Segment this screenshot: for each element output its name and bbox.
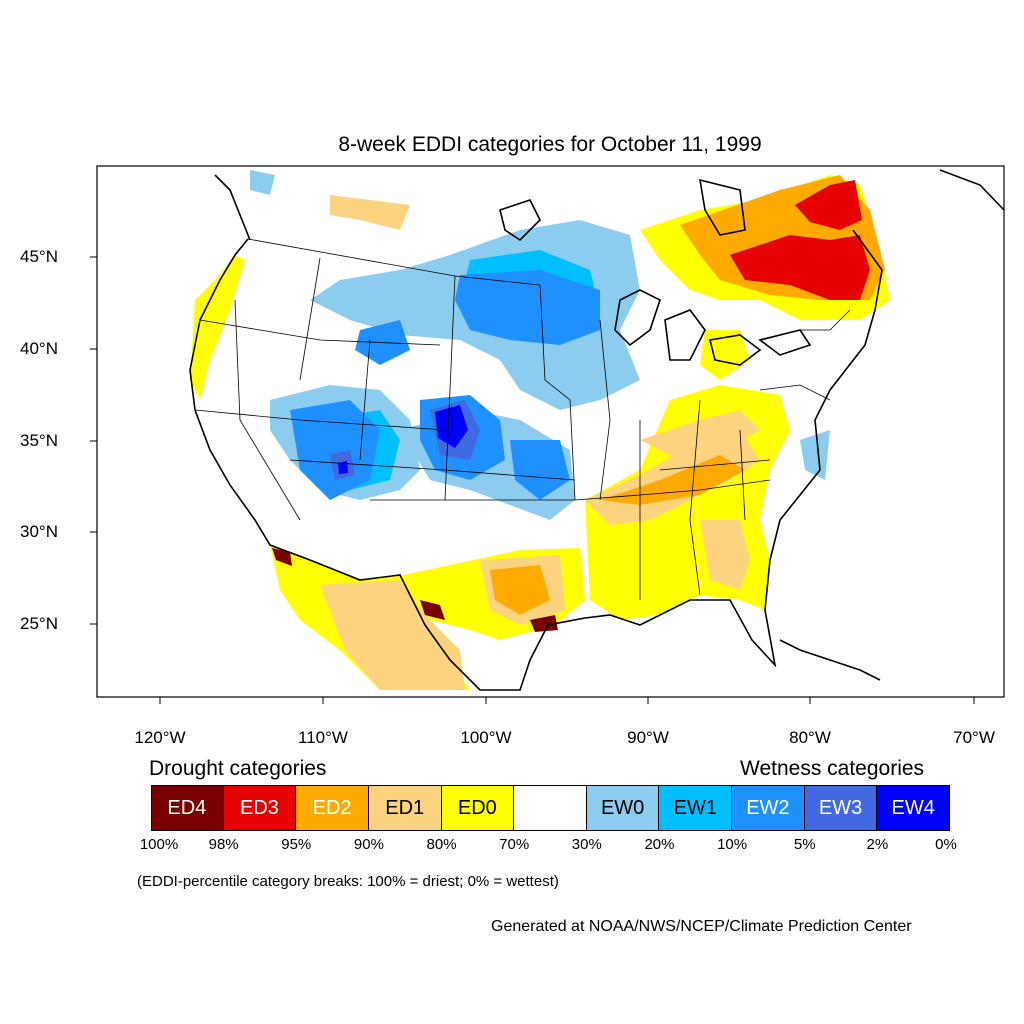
lat-label-35: 35°N: [20, 431, 58, 450]
map-title: 8-week EDDI categories for October 11, 1…: [338, 133, 762, 156]
lat-label-25: 25°N: [20, 614, 58, 633]
percent-break: 90%: [353, 836, 384, 853]
lat-label-45: 45°N: [20, 247, 58, 266]
percent-break: 30%: [571, 836, 602, 853]
legend-box-ed4: ED4: [151, 785, 224, 831]
percent-break: 0%: [935, 836, 957, 853]
percent-break: 80%: [426, 836, 457, 853]
credit-line: Generated at NOAA/NWS/NCEP/Climate Predi…: [491, 918, 912, 935]
lon-label-90: 90°W: [627, 728, 669, 747]
legend-box-ed0: ED0: [441, 785, 515, 831]
ed4-regions: [272, 548, 558, 632]
percent-break: 98%: [208, 836, 239, 853]
percent-break: 100%: [139, 836, 179, 853]
lon-label-80: 80°W: [789, 728, 831, 747]
ed3-regions: [730, 180, 870, 300]
lon-label-100: 100°W: [460, 728, 512, 747]
legend-box-ew0: EW0: [586, 785, 660, 831]
percent-break: 20%: [644, 836, 675, 853]
axis-ticks: [90, 256, 975, 704]
ew4-regions: [338, 405, 468, 474]
coastlines: [189, 169, 1004, 691]
state-borders: [194, 238, 851, 600]
lon-label-70: 70°W: [953, 728, 995, 747]
percent-break: 10%: [717, 836, 748, 853]
legend-box-ed1: ED1: [368, 785, 442, 831]
drought-heading: Drought categories: [149, 757, 327, 780]
lon-label-120: 120°W: [134, 728, 186, 747]
category-note: (EDDI-percentile category breaks: 100% =…: [137, 873, 559, 890]
lon-label-110: 110°W: [298, 728, 348, 747]
legend-box-ew2: EW2: [732, 785, 805, 831]
legend-box-ed3: ED3: [223, 785, 297, 831]
map-frame: [96, 165, 1005, 698]
legend-box-neutral: [514, 785, 587, 831]
percent-break: 2%: [866, 836, 889, 853]
legend-box-ew4: EW4: [877, 785, 950, 831]
legend-box-ew1: EW1: [659, 785, 733, 831]
percent-break: 5%: [793, 836, 816, 853]
wetness-heading: Wetness categories: [740, 757, 925, 780]
lat-label-30: 30°N: [20, 522, 58, 541]
legend-box-ew3: EW3: [804, 785, 878, 831]
lat-label-40: 40°N: [20, 339, 58, 358]
percent-break: 95%: [281, 836, 312, 853]
legend-box-ed2: ED2: [296, 785, 369, 831]
percent-break: 70%: [499, 836, 530, 853]
